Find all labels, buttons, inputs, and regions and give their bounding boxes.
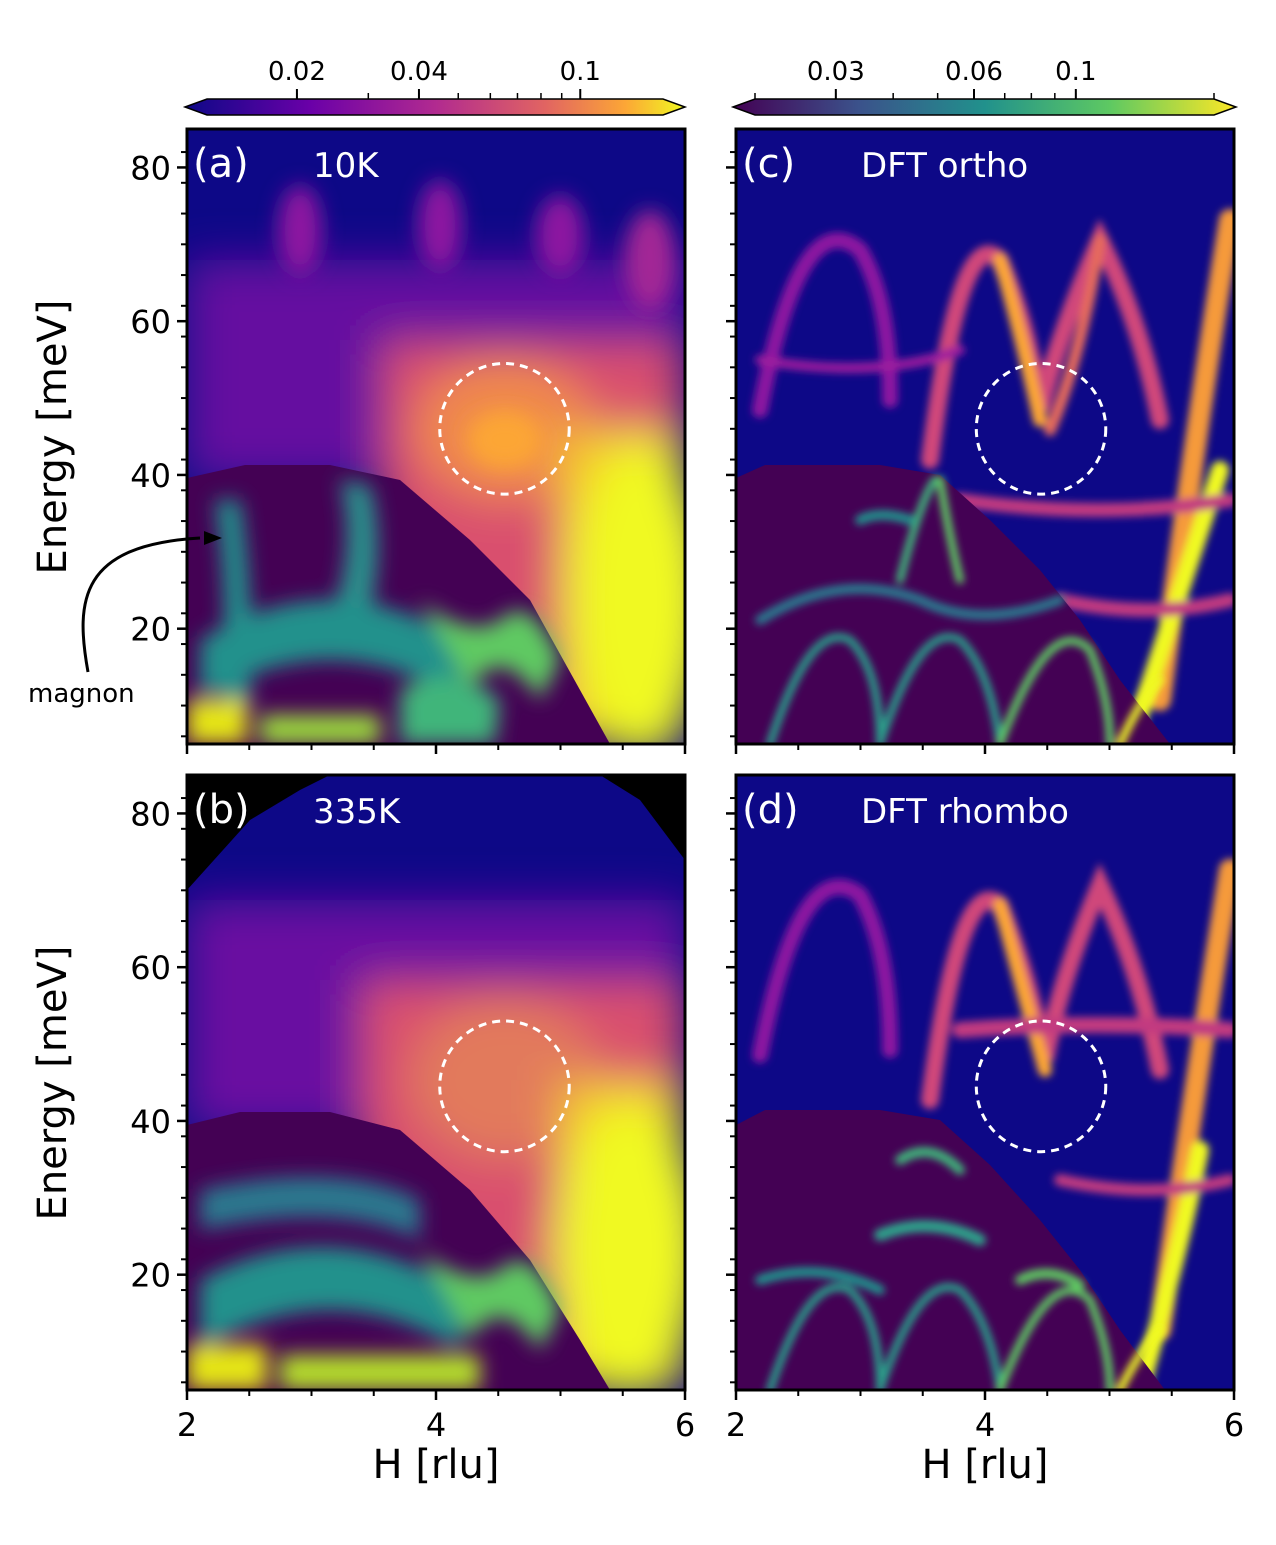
magnon-arrowhead xyxy=(204,531,222,545)
colorbar-viridis-bar xyxy=(730,98,1239,116)
y-axis-label-bottom: Energy [meV] xyxy=(30,946,76,1221)
colorbar-tick-label: 0.1 xyxy=(1055,57,1096,87)
magnon-arrow xyxy=(81,536,201,673)
y-axis-label-top: Energy [meV] xyxy=(30,300,76,575)
x-axis-label-left: H [rlu] xyxy=(373,1442,500,1488)
colorbar-plasma: 0.02 0.04 0.1 xyxy=(182,57,688,116)
panel-b: (b) 335K xyxy=(185,773,687,1392)
colorbar-tick-label: 0.02 xyxy=(268,57,326,87)
panel-letter-a: (a) xyxy=(193,141,249,187)
y-tick-label: 60 xyxy=(130,303,171,341)
colorbar-tick-label: 0.06 xyxy=(945,57,1003,87)
panel-label-b: 335K xyxy=(313,792,402,832)
x-tick-label: 4 xyxy=(426,1406,446,1444)
colorbar-tick-label: 0.03 xyxy=(807,57,865,87)
magnon-annotation: magnon xyxy=(28,531,222,709)
colorbar-tick-label: 0.1 xyxy=(560,57,601,87)
panel-d: (d) DFT rhombo xyxy=(734,773,1236,1392)
dashed-circle-d xyxy=(974,1019,1108,1154)
panel-c: (c) DFT ortho xyxy=(734,127,1236,746)
magnon-label: magnon xyxy=(28,679,135,709)
x-axis-label-right: H [rlu] xyxy=(922,1442,1049,1488)
x-tick-label: 6 xyxy=(675,1406,695,1444)
dashed-circle-b xyxy=(438,1019,571,1154)
y-tick-label: 80 xyxy=(130,149,171,187)
panel-letter-c: (c) xyxy=(742,141,795,187)
x-tick-label: 6 xyxy=(1224,1406,1244,1444)
colorbar-tick-label: 0.04 xyxy=(390,57,448,87)
panel-label-d: DFT rhombo xyxy=(861,792,1069,832)
x-tick-label: 4 xyxy=(975,1406,995,1444)
dashed-circle-a xyxy=(438,361,571,496)
y-tick-label: 60 xyxy=(130,949,171,987)
panel-letter-b: (b) xyxy=(193,787,250,833)
y-tick-label: 20 xyxy=(130,611,171,649)
dashed-circle-c xyxy=(974,361,1108,496)
y-tick-label: 40 xyxy=(130,457,171,495)
x-tick-label: 2 xyxy=(726,1406,746,1444)
colorbar-plasma-bar xyxy=(182,98,688,116)
panel-letter-d: (d) xyxy=(742,787,799,833)
y-tick-label: 20 xyxy=(130,1257,171,1295)
colorbar-viridis: 0.03 0.06 0.1 xyxy=(730,57,1239,116)
y-tick-label: 80 xyxy=(130,795,171,833)
x-tick-label: 2 xyxy=(177,1406,197,1444)
panel-a: (a) 10K xyxy=(185,127,687,746)
panel-label-a: 10K xyxy=(313,146,380,186)
y-tick-label: 40 xyxy=(130,1103,171,1141)
panel-label-c: DFT ortho xyxy=(861,146,1028,186)
